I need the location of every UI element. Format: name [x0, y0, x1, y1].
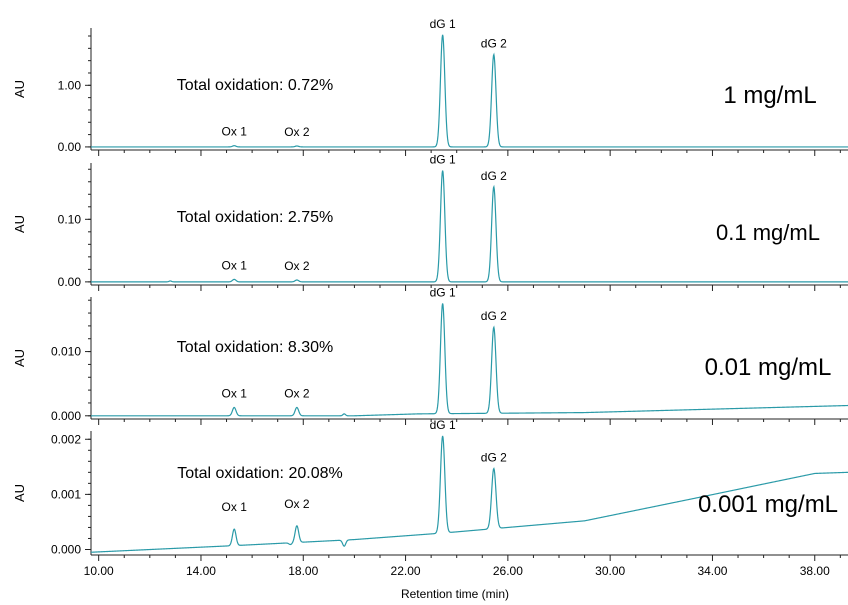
- peak-label: dG 2: [481, 36, 507, 50]
- concentration-label: 0.1 mg/mL: [716, 220, 820, 245]
- peak-label: Ox 2: [284, 497, 310, 511]
- y-tick-label: 0.001: [51, 487, 81, 501]
- chromatogram-trace: [90, 435, 848, 553]
- chromatogram-panel-3: 0.000 0.010 AU Ox 1 Ox 2 dG 1 dG 2 Total oxidat…: [12, 285, 848, 425]
- y-tick-label: 0.010: [51, 345, 81, 359]
- total-oxidation-annotation: Total oxidation: 8.30%: [177, 339, 334, 356]
- y-tick-label: 0.002: [51, 432, 81, 446]
- y-axis-title: AU: [12, 80, 27, 98]
- concentration-label: 0.01 mg/mL: [705, 354, 832, 381]
- peak-label: Ox 1: [222, 386, 248, 400]
- peak-label: Ox 1: [222, 258, 248, 272]
- x-tick-label: 22.00: [391, 564, 421, 578]
- peak-label: Ox 2: [284, 125, 310, 139]
- peak-label: dG 1: [430, 17, 456, 31]
- y-tick-label: 0.00: [58, 140, 82, 154]
- peak-label: Ox 2: [284, 386, 310, 400]
- y-tick-label: 0.000: [51, 409, 81, 423]
- chromatogram-panel-2: 0.00 0.10 AU Ox 1 Ox 2 dG 1 dG 2 Total oxidatio…: [12, 153, 848, 291]
- y-tick-label: 1.00: [58, 78, 82, 92]
- y-tick-label: 0.000: [51, 542, 81, 556]
- total-oxidation-annotation: Total oxidation: 20.08%: [177, 465, 342, 482]
- peak-label: dG 2: [481, 450, 507, 464]
- peak-label: Ox 1: [222, 500, 248, 514]
- x-tick-label: 10.00: [84, 564, 114, 578]
- x-tick-label: 38.00: [800, 564, 830, 578]
- total-oxidation-annotation: Total oxidation: 2.75%: [177, 209, 334, 226]
- x-axis-title: Retention time (min): [401, 587, 509, 601]
- x-tick-label: 18.00: [288, 564, 318, 578]
- x-tick-label: 34.00: [697, 564, 727, 578]
- peak-label: dG 1: [430, 418, 456, 432]
- chromatogram-panel-1: 0.00 1.00 AU Ox 1 Ox 2 dG 1 dG 2 Total oxidatio…: [12, 17, 848, 156]
- chromatogram-trace: [91, 170, 848, 283]
- total-oxidation-annotation: Total oxidation: 0.72%: [177, 77, 334, 94]
- peak-label: dG 1: [430, 153, 456, 167]
- y-tick-label: 0.10: [58, 212, 82, 226]
- concentration-label: 1 mg/mL: [723, 82, 816, 109]
- peak-label: dG 1: [430, 285, 456, 299]
- concentration-label: 0.001 mg/mL: [698, 491, 838, 518]
- x-tick-label: 26.00: [493, 564, 523, 578]
- x-tick-label: 14.00: [186, 564, 216, 578]
- y-axis-title: AU: [12, 215, 27, 233]
- chromatogram-panel-4: 0.000 0.001 0.002 AU Ox 1 Ox 2 dG 1 dG 2 Total o…: [12, 418, 848, 561]
- peak-label: dG 2: [481, 309, 507, 323]
- chromatogram-trace: [91, 34, 848, 148]
- y-axis-title: AU: [12, 349, 27, 367]
- x-tick-label: 30.00: [595, 564, 625, 578]
- peak-label: Ox 1: [222, 125, 248, 139]
- chromatogram-trace: [91, 303, 848, 417]
- y-axis-title: AU: [12, 484, 27, 502]
- y-tick-label: 0.00: [58, 275, 82, 289]
- peak-label: dG 2: [481, 169, 507, 183]
- peak-label: Ox 2: [284, 259, 310, 273]
